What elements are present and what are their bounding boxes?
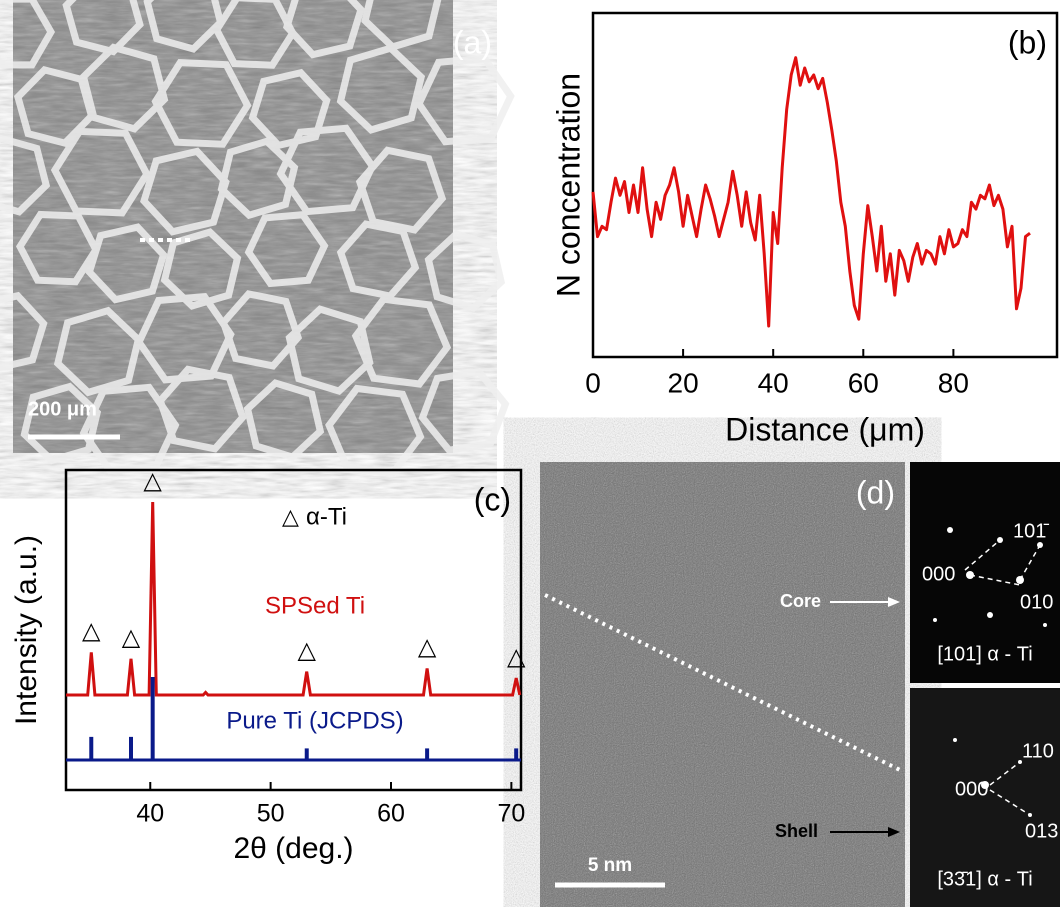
x-axis-label: Distance (μm)	[725, 411, 925, 447]
zone-axis: [101] α - Ti	[937, 643, 1032, 665]
shell-label: Shell	[775, 821, 818, 841]
peak-marker: △	[122, 624, 141, 651]
sem-image: (a) 200 μm	[0, 0, 511, 473]
y-axis-label: Intensity (a.u.)	[10, 535, 43, 725]
fft-spot-label: 000	[922, 563, 955, 585]
x-tick-label: 60	[848, 367, 879, 398]
fft-spot-label: 010	[1020, 591, 1053, 613]
x-tick-label: 50	[257, 800, 285, 828]
x-tick-label: 60	[377, 800, 405, 828]
x-tick-label: 70	[497, 800, 525, 828]
scale-bar-label: 5 nm	[588, 855, 632, 876]
panel-label: (b)	[1008, 24, 1047, 60]
hrtem-image: (d) Core Shell 5 nm 101̄ 000 010 [101] α…	[540, 462, 1060, 907]
plot-frame	[593, 13, 1057, 357]
panel-label: (c)	[474, 481, 511, 517]
series-label: SPSed Ti	[265, 592, 365, 619]
page: (a) 200 μm (d) Core Shell 5 nm 101̄ 000 …	[0, 0, 1060, 912]
x-tick-label: 0	[585, 367, 601, 398]
figure: (a) 200 μm (d) Core Shell 5 nm 101̄ 000 …	[0, 0, 1060, 907]
peak-marker: △	[143, 467, 162, 494]
peak-marker: △	[507, 643, 526, 670]
panel-label: (d)	[856, 474, 895, 510]
x-tick-label: 80	[938, 367, 969, 398]
peak-marker: △	[418, 634, 437, 661]
zone-axis: [33̄1] α - Ti	[937, 868, 1032, 890]
data-line	[593, 58, 1030, 326]
x-tick-label: 40	[136, 800, 164, 828]
y-axis-label: N concentration	[550, 73, 586, 297]
fft-spot-label: 101̄	[1013, 520, 1049, 542]
series-label: Pure Ti (JCPDS)	[226, 707, 403, 734]
x-tick-label: 20	[668, 367, 699, 398]
x-tick-label: 40	[758, 367, 789, 398]
fft-spot-label: 000	[955, 778, 988, 800]
peak-marker: △	[298, 637, 317, 664]
core-label: Core	[780, 591, 821, 611]
legend-text: α-Ti	[306, 503, 347, 530]
peak-marker: △	[82, 618, 101, 645]
panel-label: (a)	[453, 24, 492, 60]
legend-symbol: △	[282, 504, 299, 529]
x-axis-label: 2θ (deg.)	[233, 832, 353, 865]
fft-spot-label: 013	[1025, 820, 1058, 842]
scale-bar-label: 200 μm	[28, 398, 97, 420]
fft-spot-label: 110	[1022, 740, 1054, 762]
